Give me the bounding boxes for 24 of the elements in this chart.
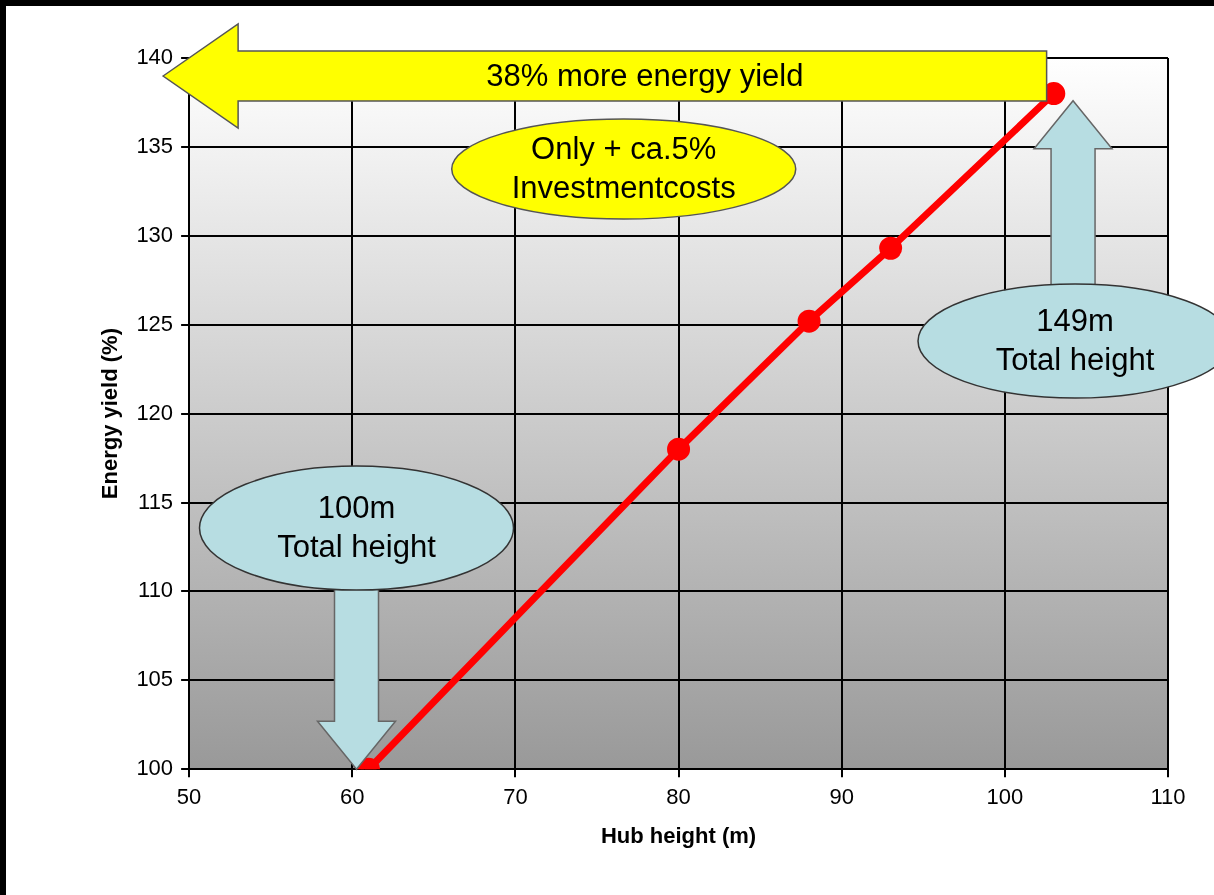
y-tick-label: 140 [136, 44, 174, 70]
y-tick-label: 105 [136, 666, 174, 692]
x-tick-label: 80 [666, 784, 691, 810]
y-tick-label: 120 [136, 399, 174, 425]
point [879, 236, 903, 260]
y-tick-label: 115 [138, 488, 174, 514]
x-tick-label: 70 [503, 784, 528, 810]
y-tick-label: 125 [136, 310, 174, 336]
x-tick-label: 60 [340, 784, 365, 810]
annotation: 100m Total height [277, 489, 436, 567]
y-tick-label: 110 [138, 577, 174, 603]
y-tick-label: 100 [136, 755, 174, 781]
x-tick-label: 100 [986, 784, 1024, 810]
x-tick-label: 50 [176, 784, 202, 810]
x-axis-title: Hub height (m) [600, 822, 757, 848]
x-tick-label: 110 [1150, 784, 1186, 810]
y-tick-label: 130 [136, 221, 174, 247]
y-axis-title: Energy yield (%) [97, 328, 123, 500]
point [797, 309, 821, 333]
x-tick-label: 90 [829, 784, 854, 810]
annotation: Only + ca.5% Investmentcosts [511, 130, 736, 207]
annotation: 149m Total height [995, 302, 1155, 380]
y-tick-label: 135 [136, 132, 174, 158]
annotation: 38% more energy yield [486, 56, 804, 95]
